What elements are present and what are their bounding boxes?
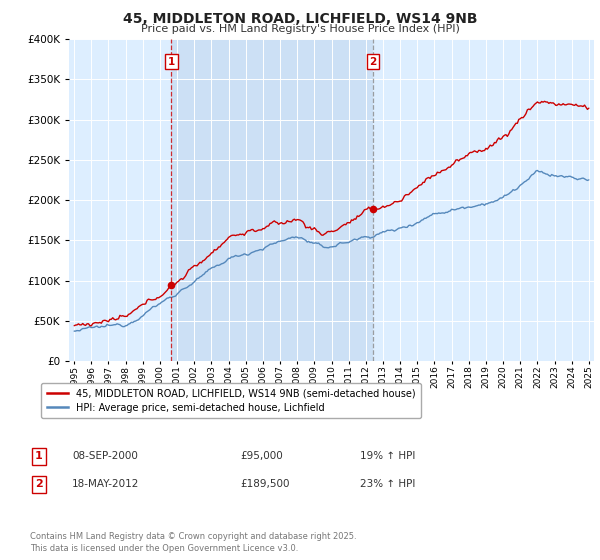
Legend: 45, MIDDLETON ROAD, LICHFIELD, WS14 9NB (semi-detached house), HPI: Average pric: 45, MIDDLETON ROAD, LICHFIELD, WS14 9NB …: [41, 383, 421, 418]
Text: Price paid vs. HM Land Registry's House Price Index (HPI): Price paid vs. HM Land Registry's House …: [140, 24, 460, 34]
Text: 18-MAY-2012: 18-MAY-2012: [72, 479, 139, 489]
Text: 2: 2: [35, 479, 43, 489]
Text: Contains HM Land Registry data © Crown copyright and database right 2025.
This d: Contains HM Land Registry data © Crown c…: [30, 533, 356, 553]
Text: 2: 2: [370, 57, 377, 67]
Text: £189,500: £189,500: [240, 479, 290, 489]
Bar: [172, 39, 373, 361]
Text: 1: 1: [168, 57, 175, 67]
Text: 23% ↑ HPI: 23% ↑ HPI: [360, 479, 415, 489]
Text: 1: 1: [35, 451, 43, 461]
Text: 45, MIDDLETON ROAD, LICHFIELD, WS14 9NB: 45, MIDDLETON ROAD, LICHFIELD, WS14 9NB: [123, 12, 477, 26]
Text: 08-SEP-2000: 08-SEP-2000: [72, 451, 138, 461]
Text: 19% ↑ HPI: 19% ↑ HPI: [360, 451, 415, 461]
Text: £95,000: £95,000: [240, 451, 283, 461]
